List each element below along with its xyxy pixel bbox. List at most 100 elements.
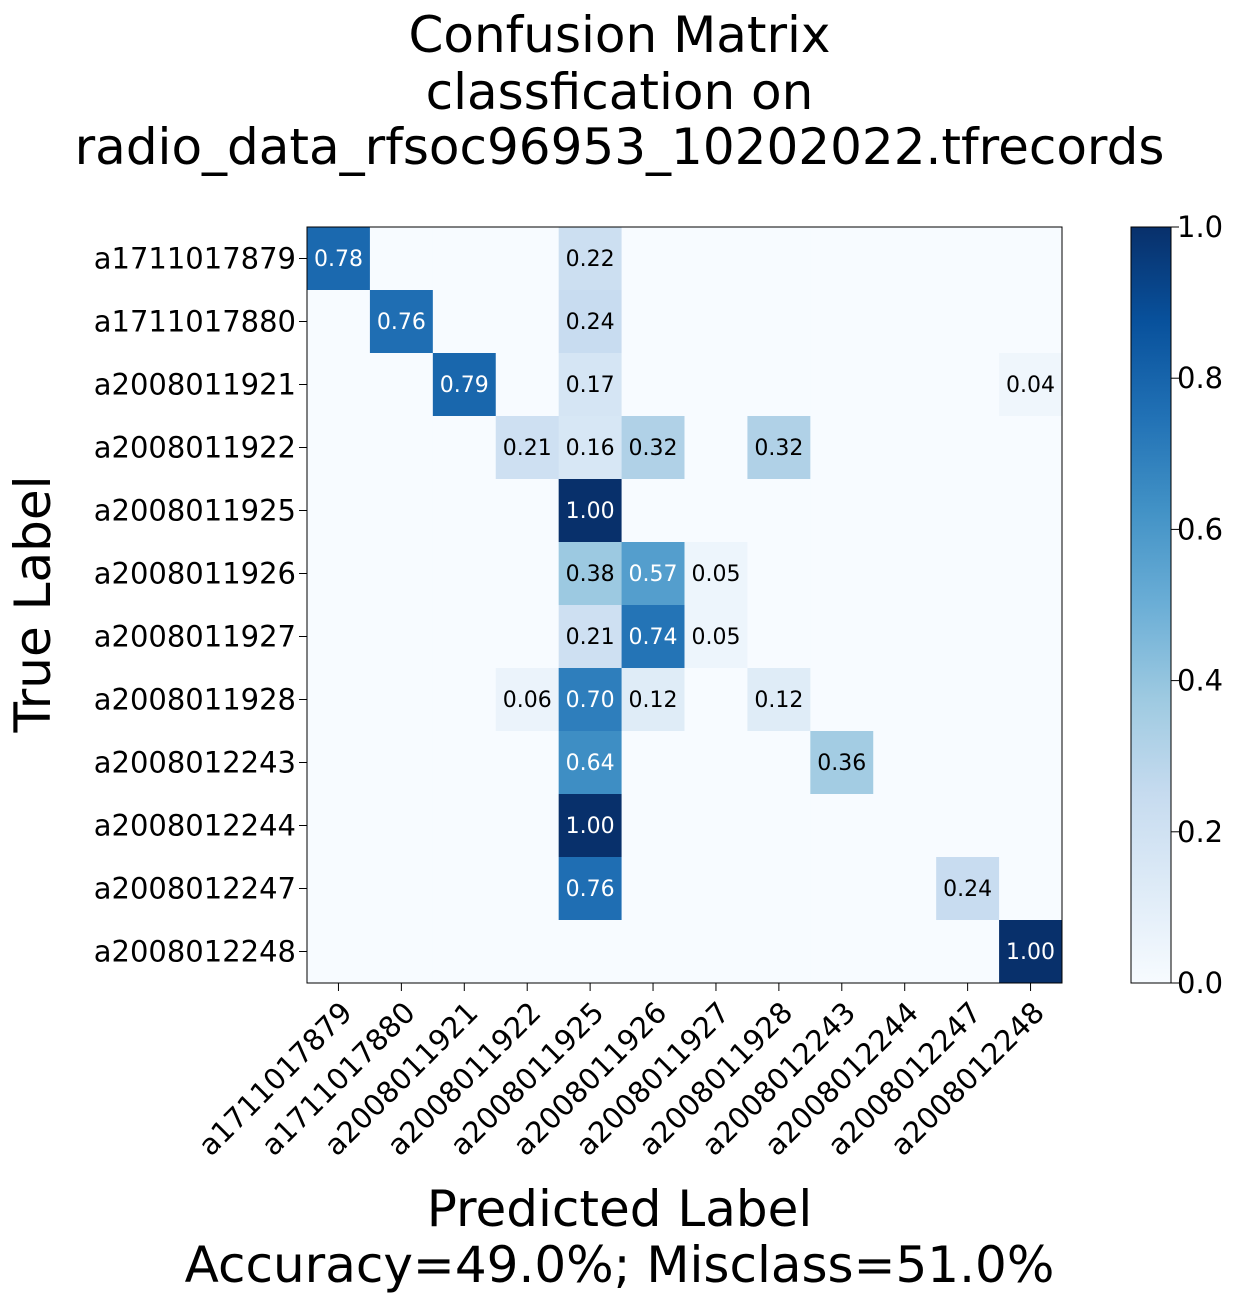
heatmap-cell [873,857,937,921]
heatmap-cell [307,227,371,291]
heatmap-cell [369,668,434,732]
y-tick-label: a1711017880 [94,305,296,339]
heatmap-cell [495,794,560,858]
heatmap-cell [999,920,1063,984]
cell-value-label: 1.00 [566,499,615,524]
heatmap-cell [684,353,748,417]
heatmap-cell [369,416,434,480]
heatmap-cell [999,857,1063,921]
cell-value-label: 1.00 [1006,940,1055,965]
y-tick-label: a2008011927 [94,620,296,654]
heatmap-cell [621,731,685,795]
heatmap-cell [432,479,497,543]
heatmap-cell [307,479,371,543]
heatmap-cell [307,857,371,921]
colorbar-tick-label: 0.0 [1177,966,1223,1000]
heatmap-cell [558,668,623,732]
heatmap-cell [936,731,1000,795]
heatmap-cell [747,794,811,858]
heatmap-cell [369,605,434,669]
heatmap-cell [684,290,748,354]
heatmap-cell [810,857,874,921]
cell-value-label: 0.21 [503,436,552,461]
heatmap-cell [558,227,623,291]
heatmap-cell [810,227,874,291]
heatmap-cell [307,416,371,480]
heatmap-cell [747,668,811,732]
cell-value-label: 0.05 [691,625,740,650]
heatmap-cell [432,290,497,354]
heatmap-cell [621,227,685,291]
heatmap-cell [495,920,560,984]
y-tick-label: a2008011925 [94,494,296,528]
heatmap-cell [369,857,434,921]
heatmap-cell [936,416,1000,480]
heatmap-cell [495,290,560,354]
cell-value-label: 0.32 [629,436,678,461]
heatmap-cell [747,920,811,984]
cell-value-label: 0.64 [566,751,615,776]
heatmap-cell [999,605,1063,669]
plot-frame [306,226,1063,984]
heatmap-cell [999,479,1063,543]
heatmap-cell [873,479,937,543]
heatmap-cell [495,668,560,732]
chart-title-line-3: radio_data_rfsoc96953_10202022.tfrecords [74,118,1165,176]
heatmap-cell [936,542,1000,606]
heatmap-cell [558,479,623,543]
heatmap-cell [307,920,371,984]
heatmap-cell [873,290,937,354]
heatmap-cell [558,290,623,354]
cell-value-label: 0.79 [440,373,489,398]
heatmap-cell [495,353,560,417]
heatmap-cell [495,479,560,543]
heatmap-cell [684,605,748,669]
cell-value-label: 0.38 [566,562,615,587]
heatmap-cell [684,668,748,732]
heatmap-cell [873,542,937,606]
heatmap-cell [621,353,685,417]
heatmap-cell [810,290,874,354]
heatmap-cell [810,668,874,732]
cell-value-label: 0.16 [566,436,615,461]
heatmap-cell [432,353,497,417]
heatmap-cell [684,479,748,543]
accuracy-summary: Accuracy=49.0%; Misclass=51.0% [184,1236,1055,1294]
heatmap-cell [684,920,748,984]
heatmap-cell [810,542,874,606]
heatmap-cell [810,794,874,858]
heatmap-cell [558,857,623,921]
heatmap-cell [495,542,560,606]
heatmap-cell [621,416,685,480]
chart-title-line-2: classfication on [425,63,814,121]
heatmap-cell [747,731,811,795]
heatmap-cell [495,416,560,480]
heatmap-cell [747,857,811,921]
y-tick-label: a2008012248 [94,935,296,969]
y-tick-label: a2008011921 [94,368,296,402]
heatmap-cell [684,542,748,606]
heatmap-cell [369,794,434,858]
cell-value-label: 0.70 [566,688,615,713]
cell-value-label: 0.32 [754,436,803,461]
heatmap-cell [369,227,434,291]
heatmap-cell [369,353,434,417]
heatmap-cell [873,920,937,984]
y-tick-label: a2008012244 [94,809,296,843]
heatmap-cell [810,479,874,543]
heatmap-cell [936,668,1000,732]
heatmap-cell [621,794,685,858]
heatmap-cell [432,794,497,858]
heatmap-cell [558,731,623,795]
heatmap-cell [999,227,1063,291]
cell-value-label: 0.78 [314,247,363,272]
cell-value-label: 0.05 [691,562,740,587]
heatmap-cell [369,731,434,795]
heatmap-cell [873,416,937,480]
cell-value-label: 0.12 [629,688,678,713]
cell-value-label: 0.57 [629,562,678,587]
colorbar-tick-label: 1.0 [1177,210,1223,244]
heatmap-cell [684,416,748,480]
heatmap-cell [307,794,371,858]
